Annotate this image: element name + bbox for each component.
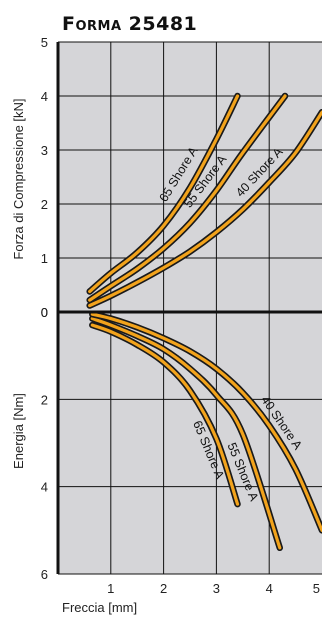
force-y-tick-label: 2: [41, 197, 48, 212]
force-series-line: [88, 94, 287, 302]
energy-y-tick-label: 4: [41, 480, 48, 495]
chart-title: Forma 25481: [62, 13, 197, 35]
force-background: [58, 42, 322, 312]
x-tick-label: 5: [313, 581, 320, 596]
force-y-tick-label: 3: [41, 143, 48, 158]
x-tick-label: 1: [107, 581, 114, 596]
x-tick-labels: 1 2 3 4 5: [107, 581, 320, 596]
energy-y-tick-label: 6: [41, 567, 48, 582]
force-y-tick-label: 4: [41, 89, 48, 104]
energy-y-tick-label: 0: [41, 305, 48, 320]
force-axis-label: Forza di Compressione [kN]: [11, 98, 26, 259]
x-tick-label: 3: [213, 581, 220, 596]
force-series-line: [88, 110, 322, 308]
force-y-tick-label: 0: [41, 305, 48, 320]
x-tick-label: 4: [266, 581, 273, 596]
energy-series-line: [90, 323, 240, 506]
x-axis-label: Freccia [mm]: [62, 600, 137, 615]
energy-axis-label: Energia [Nm]: [11, 393, 26, 469]
force-series-line: [88, 94, 240, 294]
energy-y-tick-label: 2: [41, 392, 48, 407]
energy-series-line: [90, 316, 282, 550]
x-tick-label: 2: [160, 581, 167, 596]
force-y-tick-label: 1: [41, 251, 48, 266]
energy-series-line: [90, 312, 322, 532]
force-y-tick-label: 5: [41, 35, 48, 50]
